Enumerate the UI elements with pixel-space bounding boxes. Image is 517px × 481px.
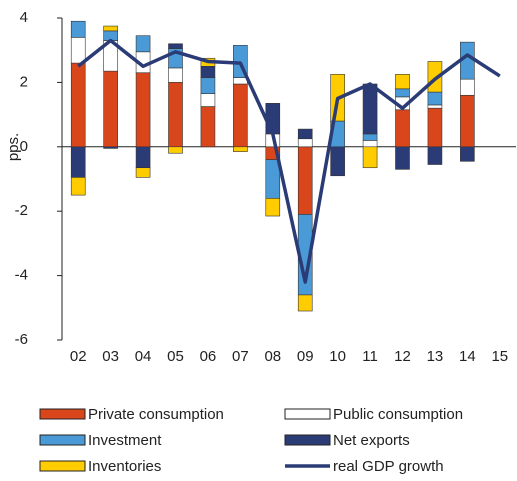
bar-segment xyxy=(135,167,151,178)
x-tick-label: 07 xyxy=(232,348,249,365)
legend-swatch xyxy=(39,434,86,446)
x-tick-label: 03 xyxy=(102,348,119,365)
bar-segment xyxy=(233,146,248,152)
bar-segment xyxy=(460,78,475,96)
bar-segment xyxy=(135,72,151,148)
bar-segment xyxy=(362,133,378,141)
y-tick-label: 4 xyxy=(20,9,28,26)
bar-segment xyxy=(427,91,443,106)
y-tick-label: -4 xyxy=(15,267,28,284)
bar-segment xyxy=(168,67,183,83)
bar-segment xyxy=(395,74,410,90)
bar-segment xyxy=(233,77,248,85)
legend-swatch xyxy=(284,408,331,420)
bar-segment xyxy=(427,107,443,148)
bar-segment xyxy=(265,159,281,199)
bar-segment xyxy=(297,294,313,312)
x-tick-label: 10 xyxy=(329,348,346,365)
x-tick-label: 06 xyxy=(200,348,217,365)
bar-segment xyxy=(460,94,475,148)
bar-segment xyxy=(200,106,216,148)
legend-swatch xyxy=(284,434,331,446)
y-tick-label: -6 xyxy=(15,331,28,348)
bar-segment xyxy=(168,82,183,148)
x-tick-label: 14 xyxy=(459,348,476,365)
bar-segment xyxy=(168,43,183,49)
bar-segment xyxy=(362,140,378,148)
bar-segment xyxy=(395,109,410,148)
legend-label: real GDP growth xyxy=(333,458,444,475)
legend-label: Net exports xyxy=(333,432,410,449)
x-tick-label: 13 xyxy=(427,348,444,365)
bar-segment xyxy=(168,146,183,154)
bar-segment xyxy=(70,62,86,148)
bar-segment xyxy=(427,104,443,109)
bar-segment xyxy=(70,177,86,196)
x-tick-label: 05 xyxy=(167,348,184,365)
x-tick-label: 11 xyxy=(362,348,378,365)
bar-segment xyxy=(103,25,118,32)
y-tick-label: -2 xyxy=(15,202,28,219)
bar-segment xyxy=(297,138,313,148)
y-tick-label: 2 xyxy=(20,73,28,90)
bar-segment xyxy=(233,83,248,148)
bar-segment xyxy=(395,146,410,170)
bar-segment xyxy=(362,146,378,169)
bar-segment xyxy=(70,146,86,178)
x-tick-label: 04 xyxy=(135,348,152,365)
bar-segment xyxy=(265,198,281,217)
x-tick-label: 02 xyxy=(70,348,87,365)
bar-segment xyxy=(460,146,475,162)
legend-swatch xyxy=(39,460,86,472)
bar-segment xyxy=(395,88,410,98)
legend-label: Investment xyxy=(88,432,162,449)
bar-segment xyxy=(362,83,378,135)
bar-segment xyxy=(70,20,86,38)
y-tick-label: 0 xyxy=(20,138,28,155)
y-axis-label: pps. xyxy=(5,133,22,161)
bar-segment xyxy=(135,146,151,169)
bar-segment xyxy=(135,35,151,53)
bar-segment xyxy=(200,77,216,94)
legend-label: Private consumption xyxy=(88,406,224,423)
x-tick-label: 08 xyxy=(264,348,281,365)
bar-segment xyxy=(297,128,313,140)
bar-segment xyxy=(427,146,443,165)
bar-segment xyxy=(297,146,313,215)
legend-label: Inventories xyxy=(88,458,161,475)
bar-segment xyxy=(103,146,118,149)
bar-segment xyxy=(265,103,281,135)
bar-segment xyxy=(70,37,86,64)
x-tick-label: 15 xyxy=(491,348,508,365)
line xyxy=(77,38,501,284)
bar-segment xyxy=(103,70,118,148)
legend-swatch xyxy=(39,408,86,420)
bar-segment xyxy=(200,93,216,107)
x-tick-label: 09 xyxy=(297,348,314,365)
bar-segment xyxy=(200,66,216,78)
bar-segment xyxy=(330,146,345,177)
x-tick-label: 12 xyxy=(394,348,411,365)
legend-label: Public consumption xyxy=(333,406,463,423)
